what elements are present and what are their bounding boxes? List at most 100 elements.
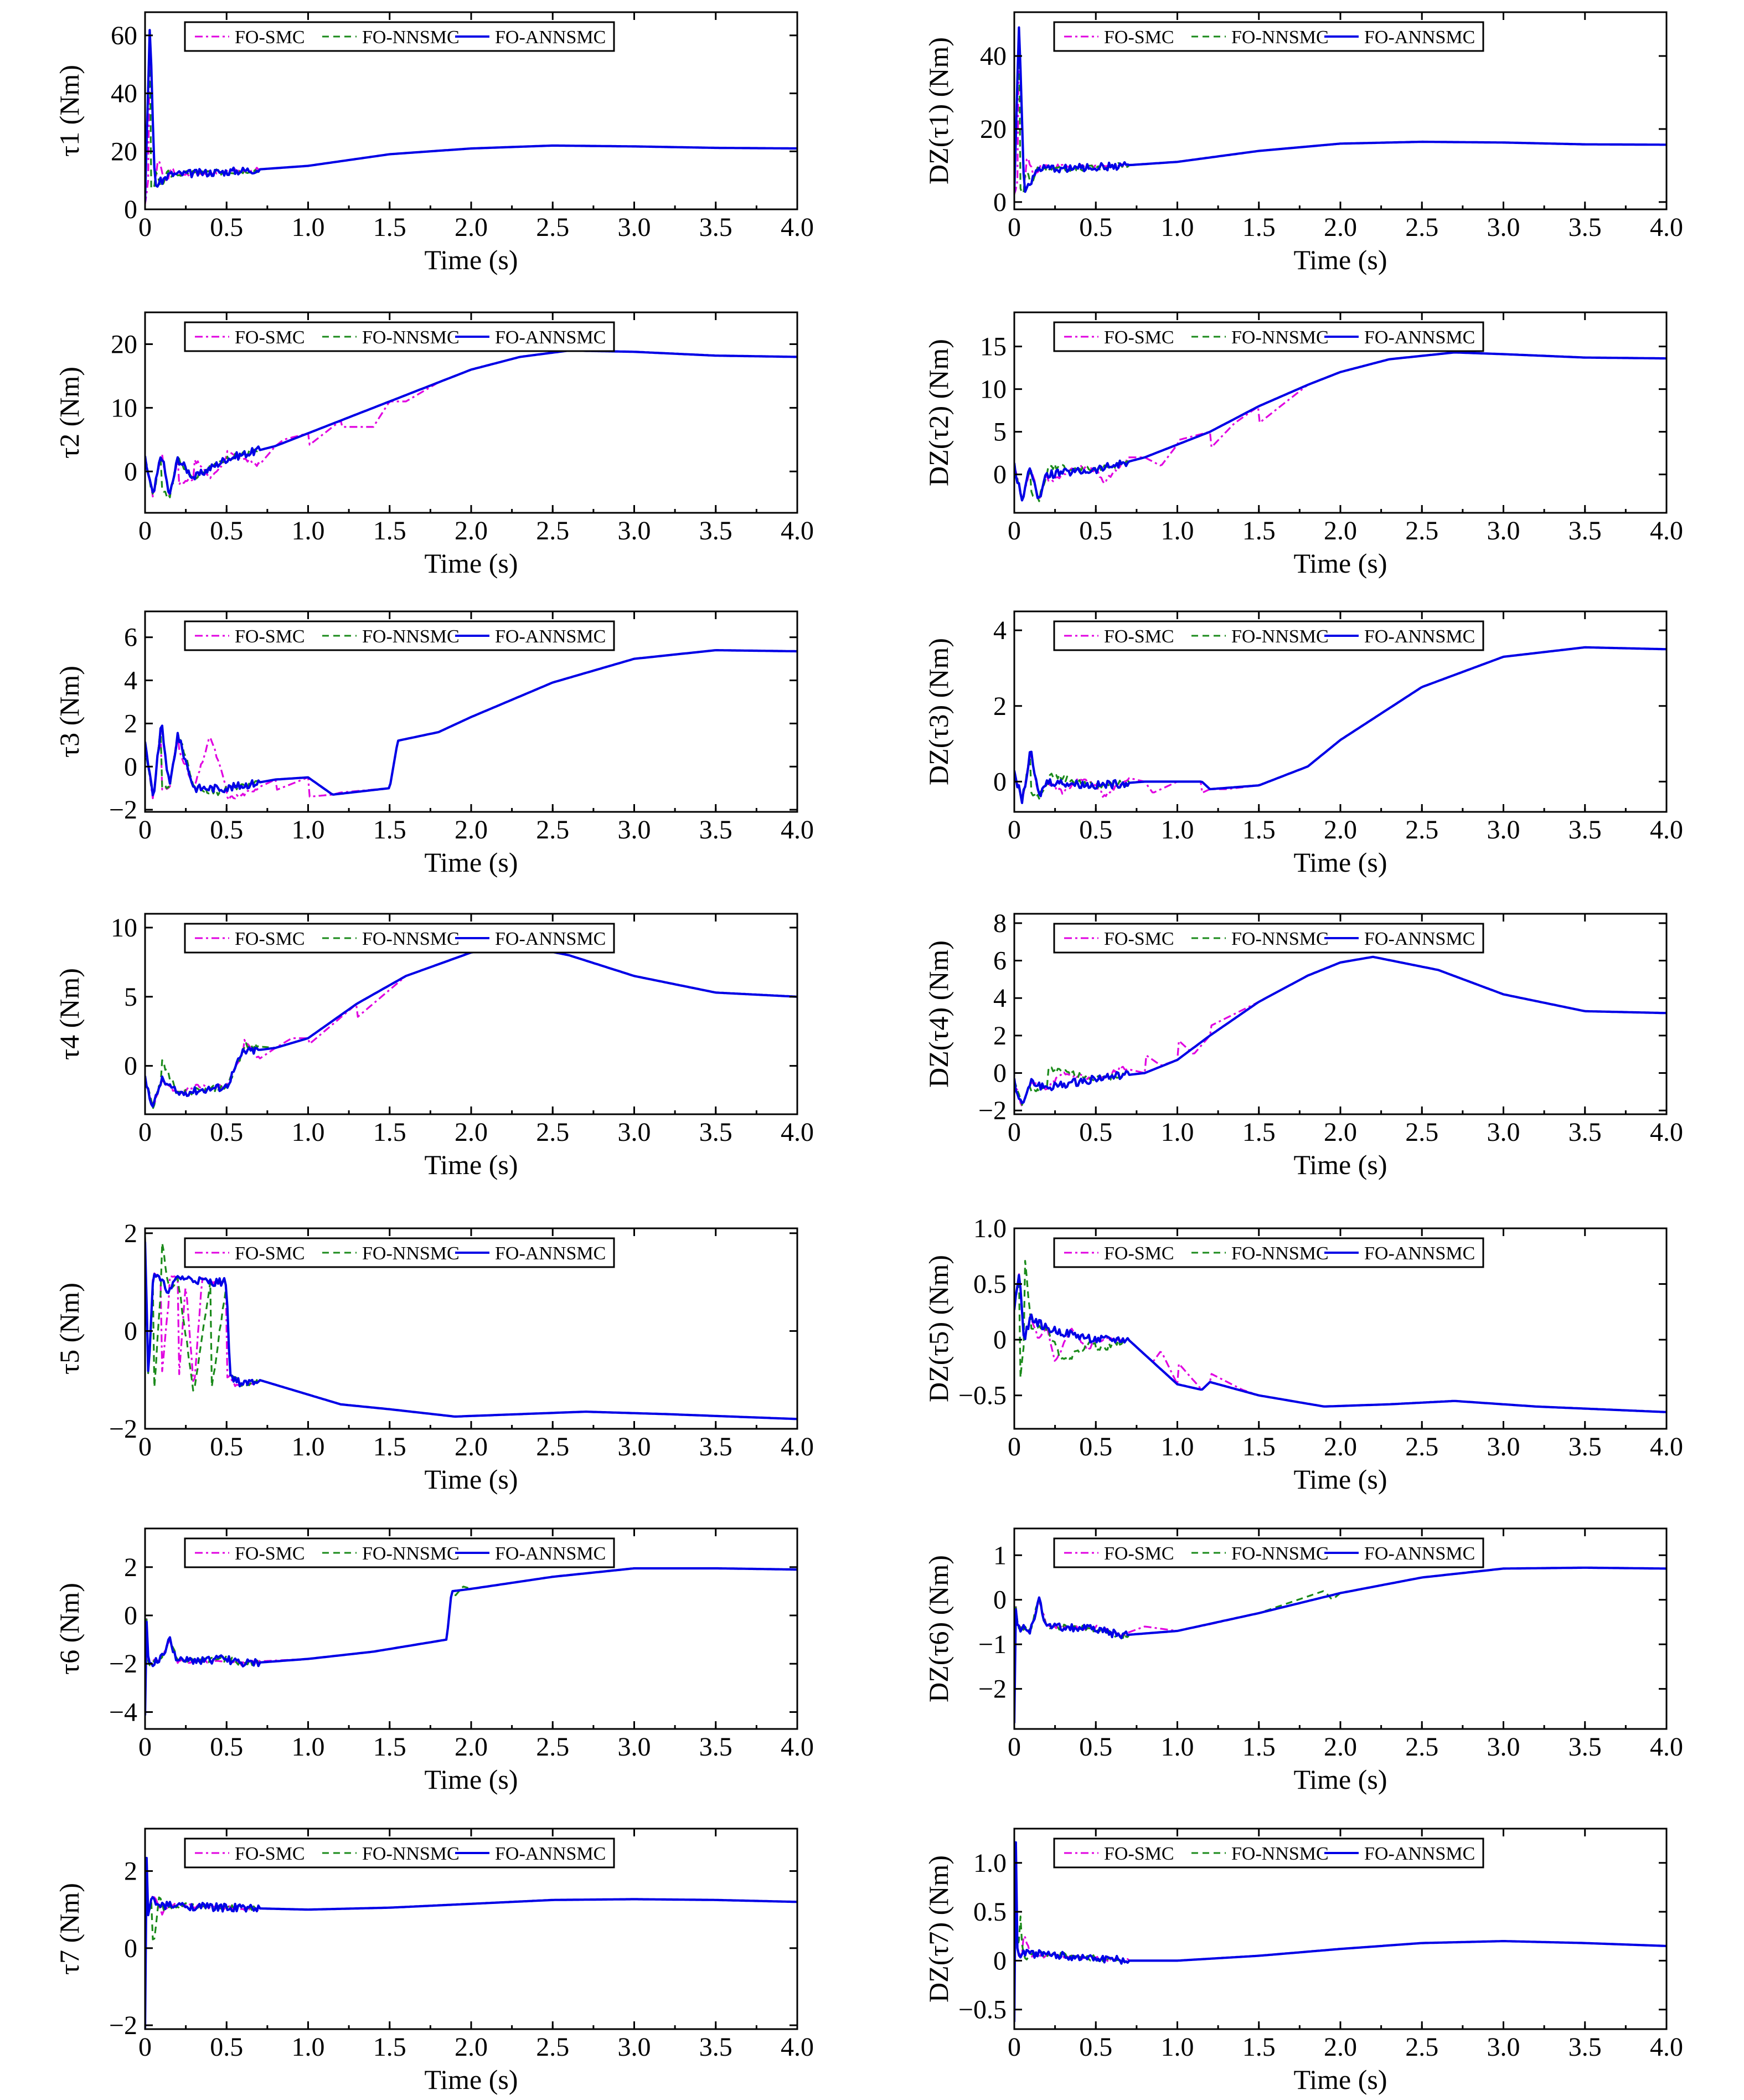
y-axis-label: DZ(τ3) (Nm) (923, 638, 954, 785)
y-tick-label: 1.0 (973, 1214, 1007, 1243)
x-tick-label: 2.0 (455, 213, 488, 242)
x-tick-label: 3.5 (699, 516, 732, 545)
x-tick-label: 1.0 (292, 213, 325, 242)
x-tick-label: 1.5 (373, 1732, 406, 1762)
y-axis-label: DZ(τ4) (Nm) (923, 940, 954, 1088)
x-tick-label: 2.0 (1324, 1118, 1357, 1147)
legend (184, 1237, 615, 1268)
series-line-fo-smc (1014, 646, 1666, 801)
y-tick-label: 5 (993, 418, 1007, 447)
legend-label: FO-ANNSMC (1364, 626, 1475, 647)
y-tick-label: 0.5 (973, 1270, 1007, 1299)
x-tick-label: 0.5 (1079, 2032, 1112, 2062)
y-tick-label: 0 (124, 1934, 137, 1963)
y-tick-label: 8 (993, 909, 1007, 938)
x-tick-label: 4.0 (1650, 516, 1683, 545)
x-tick-label: 0 (138, 1118, 152, 1147)
x-tick-label: 1.0 (292, 2032, 325, 2062)
series-line-fo-smc (145, 649, 797, 801)
legend-label: FO-ANNSMC (495, 1243, 606, 1264)
x-tick-label: 1.0 (292, 1432, 325, 1461)
y-tick-label: 40 (111, 79, 137, 109)
series-line-fo-annsmc (145, 349, 797, 495)
legend-label: FO-ANNSMC (495, 929, 606, 949)
y-axis-label: τ3 (Nm) (54, 666, 85, 758)
y-tick-label: 10 (111, 393, 137, 423)
series-line-fo-nnsmc (145, 30, 797, 203)
x-axis-label: Time (s) (1293, 2064, 1387, 2095)
x-tick-label: 2.0 (455, 815, 488, 845)
x-axis-label: Time (s) (1293, 244, 1387, 275)
series-group (145, 649, 797, 801)
x-tick-label: 0 (1008, 1732, 1021, 1762)
x-tick-label: 1.5 (373, 2032, 406, 2062)
legend (184, 21, 615, 52)
x-tick-label: 1.0 (1161, 1732, 1194, 1762)
y-tick-label: 0 (124, 1601, 137, 1630)
x-tick-label: 2.5 (536, 1732, 569, 1762)
series-line-fo-annsmc (1014, 1841, 1666, 2022)
legend-label: FO-NNSMC (362, 1844, 460, 1864)
x-tick-label: 3.0 (618, 815, 651, 845)
x-tick-label: 1.0 (1161, 2032, 1194, 2062)
x-tick-label: 0.5 (210, 1118, 243, 1147)
x-tick-label: 4.0 (1650, 815, 1683, 845)
legend-label: FO-SMC (1104, 1543, 1174, 1564)
x-tick-label: 3.0 (1487, 213, 1520, 242)
y-tick-label: −2 (109, 795, 137, 825)
y-tick-label: −2 (109, 2011, 137, 2040)
x-tick-label: 2.5 (536, 2032, 569, 2062)
x-tick-label: 2.5 (1405, 1732, 1438, 1762)
series-line-fo-annsmc (145, 1242, 797, 1420)
y-tick-label: 60 (111, 21, 137, 50)
x-tick-label: 3.5 (699, 1118, 732, 1147)
series-line-fo-smc (145, 349, 797, 498)
legend-label: FO-SMC (1104, 1243, 1174, 1264)
series-line-fo-nnsmc (145, 1857, 797, 2027)
x-tick-label: 4.0 (781, 815, 814, 845)
series-line-fo-smc (1014, 1272, 1666, 1413)
series-group (1014, 1841, 1666, 2022)
y-axis-label: DZ(τ1) (Nm) (923, 37, 954, 184)
x-tick-label: 0 (1008, 815, 1021, 845)
series-line-fo-annsmc (1014, 1566, 1666, 1723)
x-tick-label: 0.5 (210, 516, 243, 545)
x-tick-label: 0.5 (1079, 1118, 1112, 1147)
chart-panel-1: 0 0.5 1.0 1.5 2.0 2.5 3.0 3.5 4.0 0 20 40 60 Time (s)… (54, 11, 814, 275)
x-tick-label: 2.5 (1405, 1118, 1438, 1147)
legend-label: FO-NNSMC (1231, 626, 1329, 647)
x-tick-label: 2.0 (455, 2032, 488, 2062)
legend-label: FO-ANNSMC (1364, 1844, 1475, 1864)
x-axis-label: Time (s) (1293, 1764, 1387, 1795)
series-group (145, 1237, 797, 1420)
y-axis-label: DZ(τ2) (Nm) (923, 339, 954, 486)
x-tick-label: 3.0 (618, 1732, 651, 1762)
series-group (145, 1567, 797, 1716)
y-tick-label: 20 (980, 115, 1007, 144)
x-tick-label: 3.5 (1568, 1118, 1602, 1147)
x-tick-label: 3.0 (1487, 1732, 1520, 1762)
x-tick-label: 2.5 (536, 815, 569, 845)
x-tick-label: 1.5 (1242, 1732, 1276, 1762)
x-tick-label: 1.0 (1161, 516, 1194, 545)
x-tick-label: 2.5 (1405, 815, 1438, 845)
x-axis-label: Time (s) (424, 1464, 518, 1495)
series-line-fo-nnsmc (1014, 1567, 1666, 1721)
x-tick-label: 4.0 (781, 1118, 814, 1147)
legend (184, 620, 615, 651)
x-tick-label: 3.5 (1568, 516, 1602, 545)
x-tick-label: 0 (1008, 213, 1021, 242)
x-axis-label: Time (s) (424, 548, 518, 579)
y-axis-label: τ7 (Nm) (54, 1883, 85, 1975)
y-tick-label: 1 (993, 1541, 1007, 1570)
legend-label: FO-ANNSMC (1364, 327, 1475, 348)
x-tick-label: 2.0 (455, 516, 488, 545)
series-line-fo-nnsmc (1014, 646, 1666, 801)
x-tick-label: 4.0 (1650, 1118, 1683, 1147)
x-tick-label: 2.0 (455, 1432, 488, 1461)
x-axis-label: Time (s) (424, 1149, 518, 1180)
x-tick-label: 3.5 (699, 1432, 732, 1461)
series-group (1014, 1566, 1666, 1723)
x-tick-label: 0 (1008, 516, 1021, 545)
